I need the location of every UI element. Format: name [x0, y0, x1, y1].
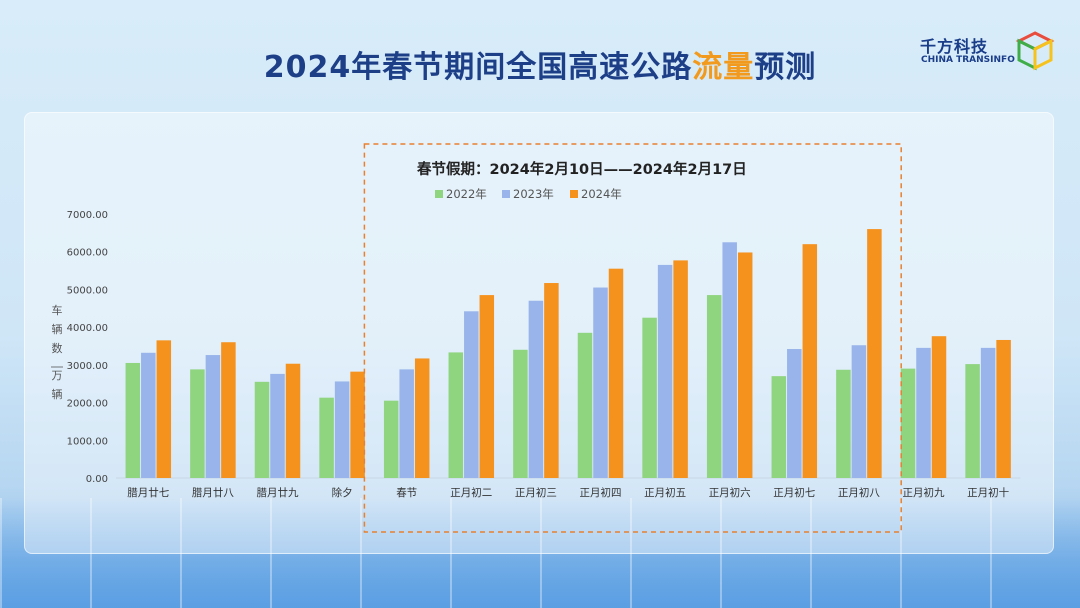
legend-label: 2023年 — [513, 187, 554, 201]
bar-2022年-正月初七 — [771, 376, 787, 478]
bar-2022年-腊月廿七 — [125, 362, 141, 478]
x-tick-label: 正月初十 — [967, 486, 1009, 499]
page-title: 2024年春节期间全国高速公路流量预测 — [0, 42, 1080, 86]
holiday-annotation: 春节假期：2024年2月10日——2024年2月17日 — [417, 160, 747, 178]
bar-2022年-正月初四 — [577, 332, 593, 478]
bar-2024年-正月初四 — [608, 268, 624, 478]
logo-name-en: CHINA TRANSINFO — [921, 55, 1015, 65]
bar-2024年-腊月廿七 — [156, 340, 172, 478]
bar-2022年-正月初二 — [448, 352, 464, 478]
bar-2022年-正月初九 — [900, 368, 916, 478]
bar-2023年-正月初六 — [722, 242, 737, 478]
bar-2023年-除夕 — [334, 381, 350, 478]
y-tick-label: 3000.00 — [67, 361, 108, 372]
logo-name-cn: 千方科技 — [920, 37, 989, 56]
bar-2024年-正月初五 — [673, 260, 688, 478]
bar-2024年-腊月廿八 — [221, 342, 236, 478]
bar-2022年-春节 — [383, 400, 399, 478]
x-tick-label: 腊月廿八 — [192, 487, 234, 499]
bar-2023年-正月初十 — [980, 347, 996, 478]
bar-2022年-正月初八 — [836, 369, 851, 478]
bar-2024年-正月初十 — [996, 339, 1011, 478]
title-main: 2024年春节期间全国高速公路 — [263, 50, 693, 85]
x-tick-label: 正月初四 — [580, 486, 622, 499]
bar-2022年-腊月廿九 — [254, 381, 270, 478]
legend-label: 2024年 — [581, 187, 622, 201]
bar-2023年-正月初五 — [657, 264, 673, 478]
bar-2024年-除夕 — [350, 371, 365, 478]
cube-logo-icon — [1015, 31, 1055, 71]
bar-chart: 0.00 1000.00 2000.00 3000.00 4000.00 5000.00 6… — [51, 143, 1021, 533]
bar-2023年-春节 — [399, 369, 414, 478]
x-tick-label: 正月初二 — [450, 486, 492, 499]
x-tick-label: 正月初九 — [903, 486, 945, 499]
y-tick-label: 1000.00 — [67, 436, 108, 447]
x-tick-label: 春节 — [396, 487, 417, 499]
bar-2022年-腊月廿八 — [190, 369, 205, 478]
y-axis-label-char: 万 — [52, 369, 63, 382]
legend-swatch-2023年 — [502, 190, 510, 198]
bar-2024年-正月初七 — [802, 244, 818, 478]
background-floor — [0, 498, 1080, 608]
y-axis-label-char: 辆 — [52, 387, 63, 401]
bar-2022年-正月初十 — [965, 364, 980, 478]
y-tick-label: 7000.00 — [67, 210, 108, 221]
y-tick-label: 0.00 — [86, 474, 108, 485]
bar-2022年-正月初六 — [706, 295, 722, 478]
bar-2024年-正月初三 — [544, 283, 559, 478]
legend-swatch-2022年 — [435, 190, 443, 198]
x-tick-label: 正月初八 — [838, 486, 880, 499]
y-tick-label: 4000.00 — [67, 323, 108, 334]
bar-2023年-腊月廿八 — [205, 355, 221, 478]
bar-2024年-春节 — [414, 358, 430, 478]
legend-label: 2022年 — [446, 187, 487, 201]
x-tick-label: 正月初七 — [773, 486, 815, 499]
bar-2023年-腊月廿九 — [270, 373, 285, 478]
x-tick-label: 正月初五 — [644, 486, 686, 499]
bar-2023年-正月初三 — [528, 300, 544, 478]
bar-2023年-正月初八 — [851, 345, 867, 478]
x-tick-label: 除夕 — [332, 486, 353, 499]
bar-2024年-腊月廿九 — [285, 363, 301, 478]
x-tick-label: 腊月廿七 — [127, 487, 169, 499]
x-tick-label: 正月初三 — [515, 486, 557, 499]
bar-2024年-正月初八 — [867, 229, 882, 478]
bar-2022年-除夕 — [319, 397, 334, 478]
y-axis-label-char: 车 — [52, 303, 63, 317]
y-tick-label: 5000.00 — [67, 285, 108, 296]
bar-2024年-正月初九 — [931, 336, 947, 478]
title-highlight: 流量 — [692, 50, 755, 85]
company-logo: 千方科技 CHINA TRANSINFO — [920, 30, 1060, 74]
y-tick-label: 6000.00 — [67, 248, 108, 259]
y-tick-label: 2000.00 — [67, 399, 108, 410]
y-axis-label-char: 辆 — [52, 322, 63, 336]
bar-2023年-正月初四 — [593, 287, 608, 478]
x-tick-label: 正月初六 — [709, 486, 751, 499]
bar-2022年-正月初三 — [513, 349, 528, 478]
bar-2024年-正月初六 — [737, 252, 753, 478]
title-tail: 预测 — [754, 50, 817, 85]
legend-swatch-2024年 — [570, 190, 578, 198]
bar-2023年-腊月廿七 — [141, 352, 156, 478]
holiday-range-box — [363, 143, 902, 533]
x-tick-label: 腊月廿九 — [257, 487, 299, 499]
bar-2023年-正月初九 — [916, 347, 931, 478]
bar-2022年-正月初五 — [642, 317, 657, 478]
bar-2023年-正月初二 — [464, 311, 479, 478]
y-axis-label-char: 数 — [52, 342, 63, 355]
chart-panel: 0.00 1000.00 2000.00 3000.00 4000.00 5000.00 6… — [24, 112, 1054, 554]
bar-2024年-正月初二 — [479, 295, 495, 478]
bar-2023年-正月初七 — [787, 349, 802, 478]
